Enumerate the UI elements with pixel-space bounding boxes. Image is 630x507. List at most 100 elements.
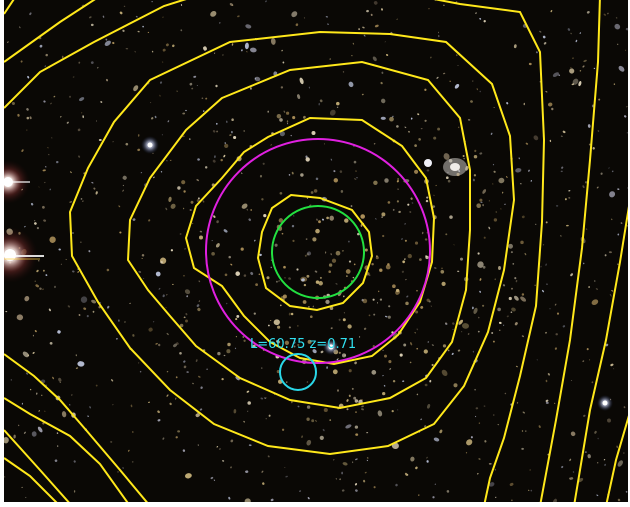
field-source	[105, 78, 109, 82]
cluster-galaxy	[415, 310, 419, 314]
field-source	[480, 201, 483, 204]
field-source	[547, 102, 553, 107]
cluster-galaxy	[226, 349, 231, 354]
cluster-galaxy	[348, 260, 352, 263]
field-source	[92, 310, 95, 313]
field-source	[21, 149, 24, 152]
field-source	[521, 447, 524, 450]
cluster-galaxy	[252, 344, 256, 348]
sky-background	[4, 0, 628, 502]
field-source	[398, 210, 401, 214]
cluster-galaxy	[243, 339, 246, 342]
field-source	[246, 51, 248, 53]
field-source	[184, 473, 192, 479]
field-source	[438, 34, 440, 38]
field-source	[244, 498, 251, 502]
cluster-galaxy	[389, 116, 394, 122]
field-source	[389, 368, 392, 370]
cluster-galaxy	[384, 354, 387, 358]
field-source	[384, 315, 388, 318]
field-source	[34, 222, 37, 225]
field-source	[48, 308, 51, 312]
field-source	[439, 429, 443, 434]
field-source	[43, 219, 47, 222]
field-source	[245, 24, 252, 29]
cluster-galaxy	[297, 343, 300, 347]
field-source	[240, 172, 243, 174]
cluster-galaxy	[419, 258, 422, 261]
cluster-galaxy	[325, 299, 330, 305]
cluster-galaxy	[382, 391, 386, 396]
field-source	[416, 328, 419, 331]
field-source	[490, 132, 493, 135]
field-source	[346, 399, 349, 402]
cluster-galaxy	[477, 252, 480, 255]
field-source	[200, 386, 203, 389]
field-source	[528, 62, 532, 66]
field-source	[432, 205, 436, 208]
field-source	[304, 254, 307, 257]
field-source	[397, 409, 399, 411]
field-source	[69, 95, 71, 98]
field-source	[569, 458, 572, 462]
field-source	[80, 296, 88, 303]
cluster-galaxy	[414, 144, 417, 147]
field-source	[467, 119, 471, 121]
cluster-galaxy	[275, 339, 279, 343]
field-source	[373, 143, 376, 145]
cluster-galaxy	[328, 263, 333, 267]
field-source	[597, 130, 600, 132]
cluster-galaxy	[347, 324, 352, 329]
field-source	[148, 219, 151, 222]
field-source	[584, 181, 588, 184]
field-source	[216, 130, 219, 133]
field-source	[333, 459, 335, 461]
field-source	[141, 257, 144, 259]
field-source	[196, 84, 199, 87]
cluster-galaxy	[278, 218, 284, 223]
cluster-galaxy	[224, 143, 229, 149]
cluster-galaxy	[395, 288, 400, 293]
field-source	[617, 460, 624, 467]
field-source	[567, 28, 571, 31]
field-source	[61, 411, 67, 418]
field-source	[586, 11, 590, 14]
field-source	[196, 304, 200, 307]
field-source	[95, 191, 98, 195]
field-source	[293, 341, 296, 345]
field-source	[427, 403, 431, 409]
field-source	[538, 425, 541, 428]
field-source	[225, 120, 228, 123]
field-source	[525, 142, 529, 145]
field-source	[617, 498, 621, 502]
field-source	[436, 76, 439, 79]
field-source	[290, 134, 292, 137]
field-source	[617, 188, 620, 191]
field-source	[446, 490, 450, 493]
cluster-galaxy	[253, 312, 256, 315]
field-source	[434, 483, 436, 485]
cluster-galaxy	[247, 401, 251, 405]
field-source	[237, 15, 240, 18]
cluster-galaxy	[285, 111, 290, 115]
field-source	[10, 379, 12, 381]
field-source	[477, 473, 479, 475]
field-source	[189, 82, 193, 86]
cluster-galaxy	[328, 270, 331, 273]
field-source	[223, 229, 228, 233]
field-source	[43, 100, 46, 103]
field-source	[90, 23, 94, 27]
field-source	[495, 496, 497, 498]
field-source	[70, 394, 73, 396]
field-source	[503, 324, 505, 327]
field-source	[38, 410, 41, 412]
field-source	[414, 331, 416, 334]
field-source	[265, 418, 267, 420]
field-source	[197, 375, 201, 378]
field-source	[373, 1, 378, 5]
field-source	[483, 236, 486, 239]
field-source	[383, 384, 386, 387]
field-source	[47, 147, 49, 149]
field-source	[174, 397, 177, 400]
field-source	[61, 55, 64, 59]
